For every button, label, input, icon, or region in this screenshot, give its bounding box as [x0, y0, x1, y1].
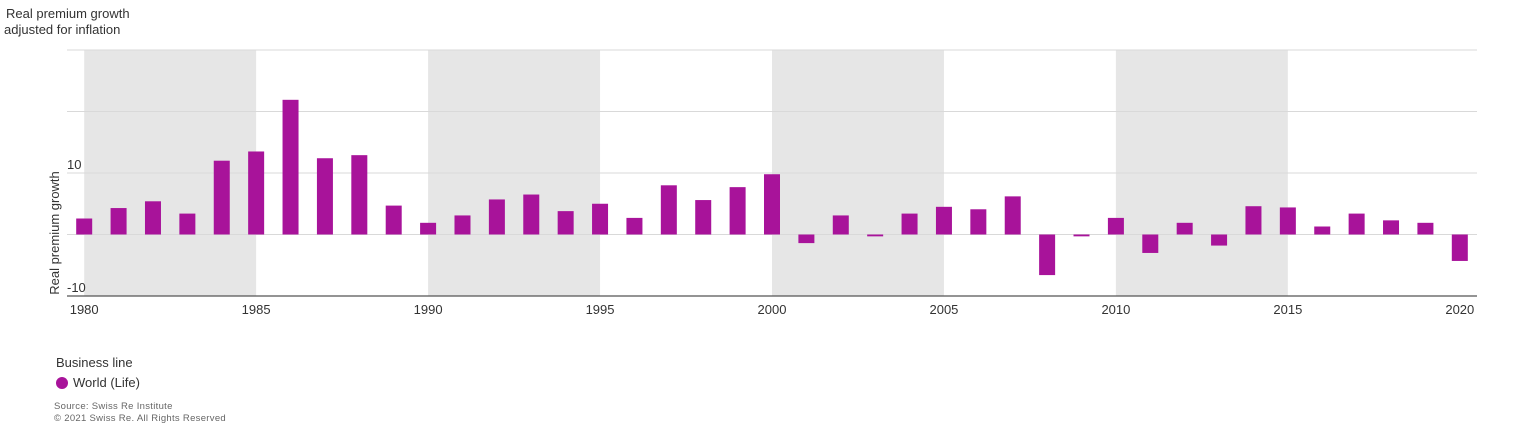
bar-2018 [1383, 220, 1400, 235]
bar-2007 [1004, 196, 1021, 235]
bar-2011 [1142, 234, 1159, 253]
chart-title-line-2: adjusted for inflation [4, 22, 121, 37]
x-tick-label-1980: 1980 [70, 302, 99, 317]
bar-1983 [179, 213, 196, 235]
x-tick-label-2000: 2000 [758, 302, 787, 317]
copyright-text: © 2021 Swiss Re. All Rights Reserved [54, 413, 226, 424]
source-text: Source: Swiss Re Institute [54, 401, 173, 412]
bar-1995 [592, 203, 609, 235]
bar-2010 [1107, 217, 1124, 235]
bar-2013 [1211, 234, 1228, 246]
chart-title: Real premium growth adjusted for inflati… [4, 6, 130, 38]
bar-1991 [454, 215, 471, 235]
bar-1985 [248, 151, 265, 235]
source-note: Source: Swiss Re Institute © 2021 Swiss … [54, 401, 226, 425]
bar-2016 [1314, 226, 1331, 235]
legend-title: Business line [56, 355, 133, 370]
y-tick-label: 10 [67, 157, 81, 172]
bar-2003 [867, 234, 884, 237]
bar-2001 [798, 234, 815, 244]
bar-chart: 1980 1985 1990 1995 2000 2005 2010 2015 2020 10 -1… [47, 49, 1477, 317]
bar-2002 [832, 215, 849, 235]
bar-2015 [1279, 207, 1296, 235]
y-axis-label: Real premium growth [47, 171, 62, 295]
bar-1980 [76, 218, 93, 235]
bar-1996 [626, 217, 643, 235]
x-tick-label-1990: 1990 [414, 302, 443, 317]
x-tick-label-2020: 2020 [1445, 302, 1474, 317]
bar-2008 [1039, 234, 1056, 276]
x-tick-label-1995: 1995 [586, 302, 615, 317]
bar-1990 [420, 222, 437, 235]
bar-1994 [557, 211, 574, 235]
bar-2005 [935, 206, 952, 235]
bar-2000 [764, 174, 780, 235]
bar-1992 [488, 199, 505, 235]
x-tick-label-2015: 2015 [1273, 302, 1302, 317]
bar-1987 [316, 158, 333, 235]
bar-1988 [351, 155, 368, 235]
bar-2020 [1451, 234, 1468, 261]
bar-2006 [970, 209, 987, 235]
x-tick-label-1985: 1985 [242, 302, 271, 317]
bar-2014 [1245, 206, 1262, 235]
legend-swatch [56, 376, 68, 389]
bar-1982 [144, 201, 161, 235]
bar-2019 [1417, 222, 1434, 235]
bar-2012 [1176, 222, 1193, 235]
bar-2004 [901, 213, 918, 235]
bar-1981 [110, 208, 127, 235]
bar-2009 [1073, 234, 1090, 237]
legend-item-world-life[interactable]: World (Life) [56, 375, 140, 390]
bar-1993 [523, 194, 540, 235]
bar-1997 [660, 185, 677, 235]
legend-item-label: World (Life) [73, 375, 140, 390]
bar-1989 [385, 205, 402, 235]
bar-2017 [1348, 213, 1365, 235]
x-tick-label-2010: 2010 [1101, 302, 1130, 317]
bar-1986 [282, 99, 299, 235]
bar-1984 [213, 160, 230, 235]
bar-1999 [729, 187, 746, 235]
bar-1998 [695, 200, 712, 235]
chart-title-line-1: Real premium growth [6, 6, 130, 21]
x-tick-label-2005: 2005 [929, 302, 958, 317]
y-tick-label: -10 [67, 280, 86, 295]
